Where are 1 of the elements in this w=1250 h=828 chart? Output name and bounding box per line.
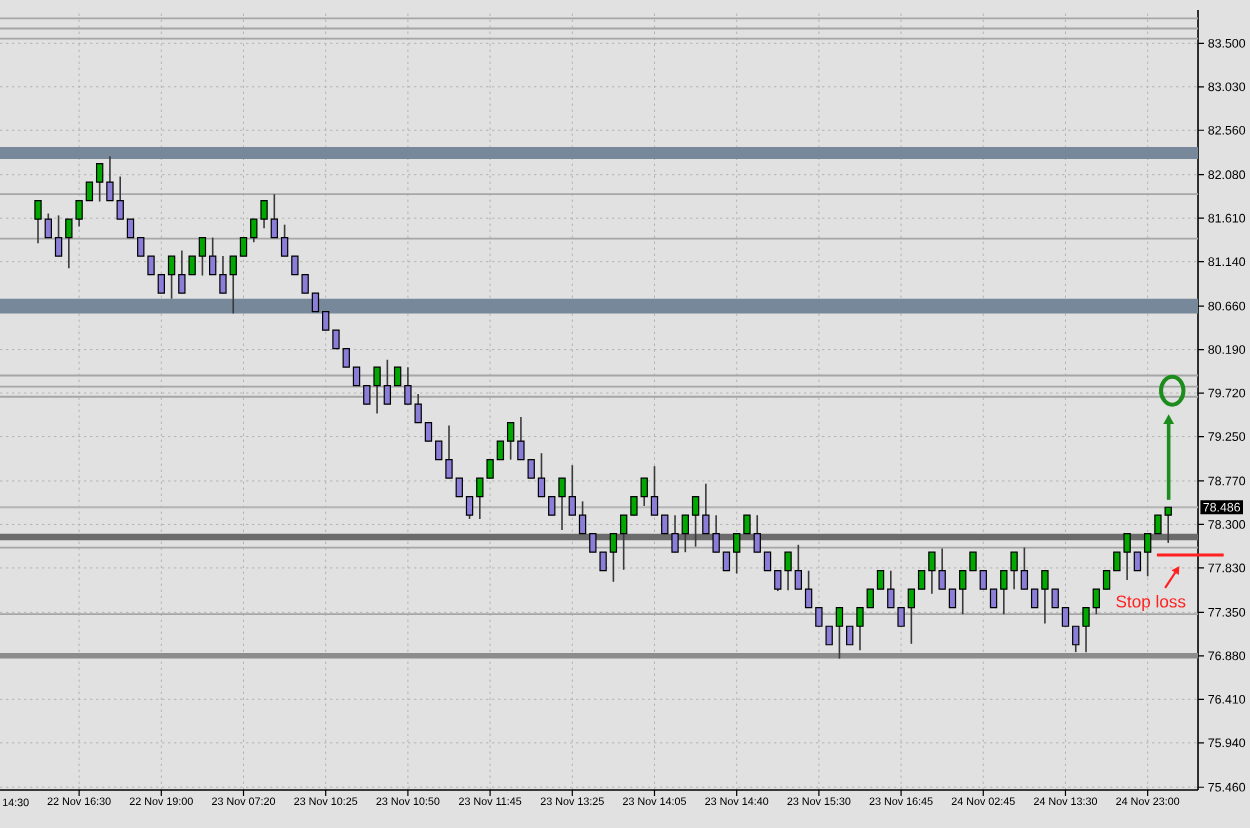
annotation: Stop loss <box>1116 595 1186 611</box>
